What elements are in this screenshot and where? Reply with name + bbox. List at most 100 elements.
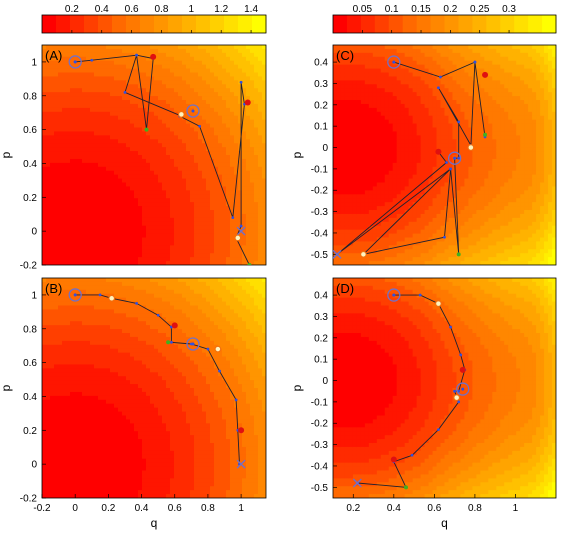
y-tick-label: 0 — [322, 376, 328, 387]
y-tick-label: 0 — [322, 143, 328, 154]
orange-marker — [436, 301, 442, 307]
colorbar-segment — [514, 15, 528, 33]
ring-center — [453, 157, 456, 160]
panel-label: (D) — [336, 281, 354, 296]
green-marker — [483, 133, 487, 137]
y-tick-label: 1 — [31, 290, 37, 301]
colorbar-segment — [196, 15, 211, 33]
x-tick-label: 0.8 — [468, 503, 482, 514]
y-tick-label: 0 — [31, 460, 37, 471]
x-tick-label: 0.4 — [135, 503, 149, 514]
x-tick-label: 0.6 — [427, 503, 441, 514]
colorbar-segment — [126, 15, 141, 33]
y-tick-label: -0.2 — [311, 419, 329, 430]
green-marker — [457, 252, 461, 256]
trajectory-point — [443, 236, 446, 239]
red-marker — [245, 100, 251, 106]
trajectory-point — [437, 86, 440, 89]
y-tick-label: 0.6 — [23, 358, 37, 369]
y-tick-label: -0.5 — [311, 250, 329, 261]
orange-marker — [361, 252, 367, 258]
ring-center — [191, 343, 194, 346]
y-tick-label: 1 — [31, 57, 37, 68]
y-tick-label: 0.1 — [314, 355, 328, 366]
trajectory-point — [218, 370, 221, 373]
green-marker — [145, 128, 149, 132]
colorbar-segment — [140, 15, 155, 33]
y-tick-label: 0.2 — [314, 333, 328, 344]
colorbar-tick-label: 0.2 — [65, 4, 79, 15]
colorbar-segment — [542, 15, 556, 33]
ring-center — [392, 294, 395, 297]
x-tick-label: 1 — [238, 503, 244, 514]
y-tick-label: -0.3 — [311, 440, 329, 451]
y-tick-label: -0.4 — [311, 228, 329, 239]
colorbar-tick-label: 0.2 — [443, 4, 457, 15]
ring-center — [74, 60, 77, 63]
colorbar-segment — [375, 15, 389, 33]
panel-c: -0.5-0.4-0.3-0.2-0.100.10.20.30.4p(C) — [290, 45, 557, 266]
trajectory-point — [240, 81, 243, 84]
colorbar-tick-label: 0.4 — [95, 4, 109, 15]
y-tick-label: 0.4 — [23, 392, 37, 403]
x-axis-label: q — [441, 516, 448, 530]
panel-label: (A) — [45, 48, 62, 63]
trajectory-point — [99, 294, 102, 297]
red-marker — [238, 427, 244, 433]
y-tick-label: 0.6 — [23, 125, 37, 136]
x-axis-label: q — [151, 516, 158, 530]
red-marker — [460, 367, 466, 373]
y-axis-label: p — [290, 384, 304, 391]
trajectory-point — [457, 400, 460, 403]
trajectory-point — [457, 157, 460, 160]
y-tick-label: 0.8 — [23, 91, 37, 102]
colorbar-segment — [210, 15, 225, 33]
colorbar-segment — [417, 15, 431, 33]
ring-center — [191, 110, 194, 113]
red-marker — [172, 322, 178, 328]
x-tick-label: 0.2 — [101, 503, 115, 514]
x-tick-label: 1 — [513, 503, 519, 514]
trajectory-point — [474, 61, 477, 64]
trajectory-point — [449, 167, 452, 170]
colorbar-segment — [361, 15, 375, 33]
trajectory-point — [207, 348, 210, 351]
y-tick-label: 0.2 — [23, 193, 37, 204]
colorbar-tick-label: 0.3 — [502, 4, 516, 15]
colorbar-segment — [347, 15, 361, 33]
panel-label: (B) — [45, 281, 62, 296]
orange-marker — [109, 296, 115, 302]
colorbar-tick-label: 0.1 — [385, 4, 399, 15]
x-tick-label: 0.4 — [387, 503, 401, 514]
trajectory-point — [231, 216, 234, 219]
y-axis-label: p — [290, 151, 304, 158]
trajectory-point — [157, 314, 160, 317]
colorbar-tick-label: 0.8 — [155, 4, 169, 15]
contour-field — [42, 45, 267, 266]
colorbar-tick-label: 0.15 — [411, 4, 431, 15]
contour-field — [42, 278, 267, 499]
trajectory-point — [439, 76, 442, 79]
y-tick-label: 0.8 — [23, 324, 37, 335]
colorbar-segment — [238, 15, 253, 33]
colorbar-segment — [42, 15, 57, 33]
orange-marker — [215, 346, 221, 352]
red-marker — [482, 72, 488, 78]
trajectory-point — [135, 54, 138, 57]
colorbar-segment — [112, 15, 127, 33]
y-tick-label: -0.5 — [311, 483, 329, 494]
x-tick-label: -0.2 — [33, 503, 51, 514]
trajectory-point — [170, 341, 173, 344]
colorbar-segment — [98, 15, 113, 33]
y-tick-label: 0.2 — [23, 426, 37, 437]
trajectory-point — [411, 454, 414, 457]
orange-marker — [468, 145, 474, 151]
colorbar-tick-label: 0.05 — [353, 4, 373, 15]
y-tick-label: 0.1 — [314, 122, 328, 133]
trajectory-point — [457, 120, 460, 123]
panel-a: -0.200.20.40.60.81p(A) — [0, 45, 267, 272]
trajectory-point — [198, 125, 201, 128]
red-marker — [150, 54, 156, 60]
